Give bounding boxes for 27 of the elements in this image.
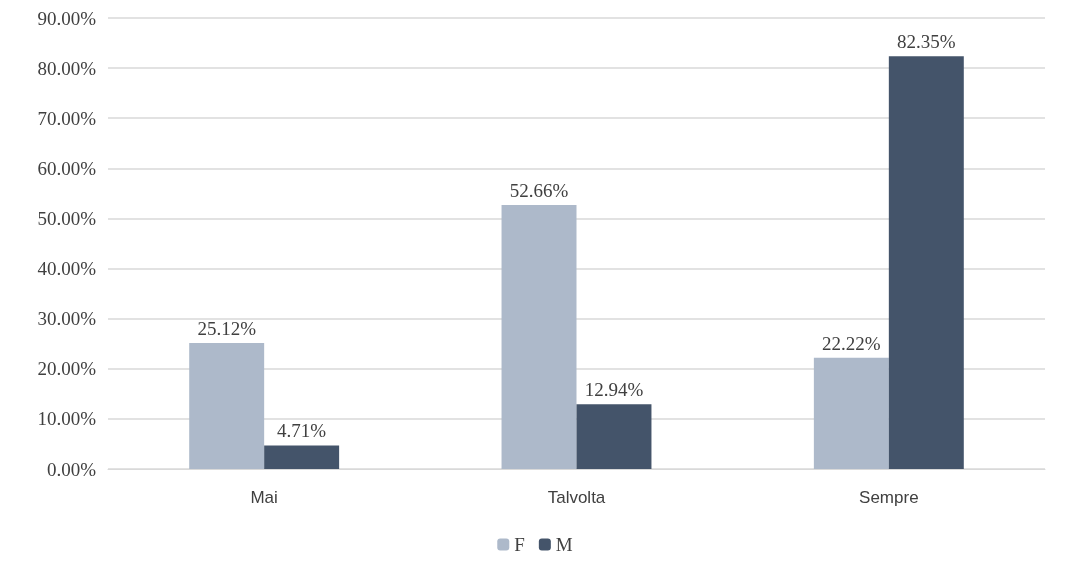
bar: [264, 445, 340, 469]
data-label: 52.66%: [509, 180, 569, 202]
x-tick-label: Sempre: [859, 488, 919, 507]
data-label: 12.94%: [584, 379, 644, 401]
x-tick-label: Talvolta: [547, 488, 606, 507]
data-label: 82.35%: [897, 31, 956, 53]
legend-label: M: [555, 534, 573, 555]
data-label: 4.71%: [277, 420, 327, 442]
y-tick-label: 30.00%: [37, 308, 97, 330]
bar: [576, 404, 652, 469]
y-tick-label: 40.00%: [37, 258, 97, 280]
data-label: 22.22%: [822, 332, 881, 354]
legend-label: F: [514, 534, 525, 555]
y-tick-label: 90.00%: [37, 7, 97, 29]
bar: [813, 357, 889, 469]
bar: [189, 343, 265, 469]
y-tick-label: 50.00%: [37, 207, 97, 229]
y-tick-label: 20.00%: [37, 358, 97, 380]
y-tick-label: 70.00%: [37, 107, 97, 129]
bar: [501, 205, 577, 469]
y-tick-label: 10.00%: [37, 408, 97, 430]
data-label: 25.12%: [197, 318, 257, 340]
bar: [888, 56, 964, 469]
y-tick-label: 0.00%: [46, 458, 97, 480]
y-tick-label: 60.00%: [37, 157, 97, 179]
x-tick-label: Mai: [250, 488, 278, 507]
y-tick-label: 80.00%: [37, 57, 97, 79]
